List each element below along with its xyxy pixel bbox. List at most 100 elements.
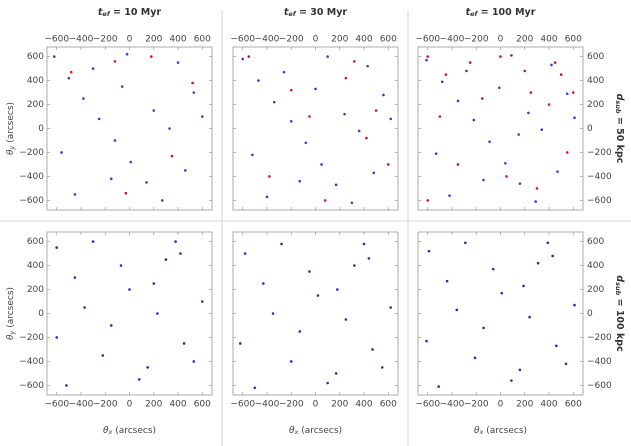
data-point (304, 141, 308, 145)
data-point (265, 195, 269, 199)
data-point (110, 324, 113, 327)
data-point (241, 57, 245, 61)
data-point (426, 55, 430, 58)
x-tick-label: 0 (313, 35, 319, 45)
data-point (334, 372, 338, 375)
data-point (465, 69, 468, 73)
data-point (184, 169, 187, 172)
y-tick-label: 600 (587, 52, 604, 62)
data-point (334, 183, 338, 187)
data-point (546, 241, 550, 245)
data-point (350, 201, 354, 205)
data-point (152, 282, 156, 285)
data-point (289, 120, 293, 123)
data-point (124, 191, 128, 195)
x-axis-label: θx (arcsecs) (103, 426, 156, 437)
x-tick-label: 200 (516, 400, 533, 410)
data-point (482, 326, 485, 330)
plot-frame (46, 46, 213, 211)
data-point (357, 129, 361, 133)
data-point (427, 249, 431, 253)
data-point (191, 81, 194, 85)
data-point (200, 300, 204, 303)
plot-frame (417, 46, 584, 211)
data-point (528, 315, 531, 319)
label-text: (arcsecs) (112, 426, 156, 436)
data-point (367, 257, 371, 260)
data-point (343, 112, 346, 116)
x-tick-label: 600 (194, 35, 211, 45)
symbol: θ (6, 334, 16, 340)
y-tick-label: 0 (587, 124, 593, 134)
x-tick-label: −400 (440, 400, 465, 410)
symbol: t (284, 7, 289, 18)
label-text: = 100 Myr (477, 7, 535, 18)
data-point (91, 67, 95, 70)
y-axis-label: θy (arcsecs) (6, 102, 17, 155)
label-text: = 10 Myr (110, 7, 162, 18)
data-point (482, 178, 485, 182)
data-point (268, 175, 271, 178)
data-point (473, 356, 477, 360)
data-point (365, 136, 368, 140)
label-text: (arcsecs) (6, 287, 16, 331)
data-point (272, 100, 276, 104)
x-tick-label: 200 (331, 400, 348, 410)
data-point (573, 116, 576, 120)
x-tick-label: 0 (498, 35, 504, 45)
data-point (182, 342, 186, 345)
y-tick-label: −200 (587, 148, 612, 158)
data-point (128, 288, 131, 291)
y-tick-label: 0 (587, 309, 593, 319)
data-point (289, 88, 293, 92)
x-tick-label: −400 (69, 35, 94, 45)
label-text: = 50 kpc (615, 114, 626, 164)
y-tick-label: −400 (19, 357, 44, 367)
x-tick-label: −200 (279, 400, 304, 410)
data-point (456, 99, 460, 103)
data-point (120, 85, 124, 88)
data-point (540, 128, 544, 131)
data-point (170, 154, 174, 158)
data-point (156, 312, 159, 315)
x-tick-label: −600 (415, 35, 440, 45)
data-point (372, 171, 376, 175)
data-point (434, 152, 438, 155)
data-point (534, 200, 537, 203)
data-point (323, 199, 327, 202)
symbol: d (615, 275, 626, 282)
data-point (437, 385, 440, 388)
data-point (353, 60, 356, 63)
data-point (55, 246, 59, 249)
data-point (280, 242, 283, 246)
x-tick-label: 200 (145, 35, 162, 45)
x-tick-label: 400 (540, 400, 557, 410)
data-point (491, 267, 495, 271)
subscript: sub (614, 282, 622, 295)
x-tick-label: 200 (145, 400, 162, 410)
data-point (445, 279, 449, 283)
data-point (69, 70, 73, 74)
y-tick-label: −200 (19, 333, 44, 343)
y-tick-label: −400 (19, 172, 44, 182)
y-tick-label: 0 (38, 309, 44, 319)
x-tick-label: −400 (69, 400, 94, 410)
data-point (65, 384, 68, 387)
subscript: ef (470, 10, 478, 18)
subscript: ef (102, 10, 110, 18)
data-point (564, 362, 568, 366)
symbol: θ (474, 426, 480, 436)
y-tick-label: 400 (587, 261, 604, 271)
data-point (389, 117, 393, 121)
data-point (565, 92, 569, 96)
data-point (556, 170, 559, 173)
subscript: y (8, 146, 16, 151)
data-point (336, 288, 339, 291)
y-tick-label: −400 (587, 357, 612, 367)
x-tick-label: −400 (255, 35, 280, 45)
data-point (522, 284, 525, 288)
data-point (129, 160, 133, 164)
data-point (504, 161, 507, 165)
y-tick-label: 200 (27, 285, 44, 295)
data-point (523, 69, 527, 73)
